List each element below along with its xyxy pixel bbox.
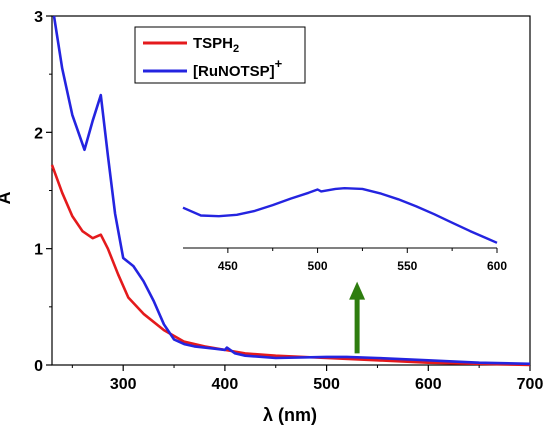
inset-x-tick-label-500: 500 — [308, 259, 328, 273]
series-line-tsph — [50, 164, 531, 367]
x-tick-label-400: 400 — [212, 376, 239, 393]
x-tick-label-300: 300 — [110, 376, 137, 393]
legend-label-tsph2: TSPH2 — [193, 35, 239, 55]
increase-arrow — [349, 281, 366, 354]
y-axis-title: A — [0, 192, 14, 205]
legend-sub-tsph2: 2 — [233, 43, 239, 55]
main-ticks: 300 400 500 600 700 0 1 2 3 — [34, 9, 543, 393]
inset-x-tick-label-600: 600 — [487, 259, 507, 273]
legend-name-tsph2: TSPH — [193, 35, 233, 52]
y-tick-label-3: 3 — [34, 9, 43, 26]
y-tick-label-0: 0 — [34, 358, 43, 375]
y-tick-label-1: 1 — [34, 242, 43, 259]
inset-series-line — [182, 186, 498, 244]
x-tick-label-600: 600 — [415, 376, 442, 393]
inset-x-tick-label-450: 450 — [218, 259, 238, 273]
x-tick-label-500: 500 — [313, 376, 340, 393]
legend-sup-runotsp: + — [275, 56, 283, 71]
x-axis-title: λ (nm) — [263, 405, 317, 425]
inset-plot: 450 500 550 600 — [182, 186, 507, 273]
y-tick-label-2: 2 — [34, 125, 43, 142]
legend: TSPH2 [RuNOTSP]+ — [134, 26, 306, 84]
x-tick-label-700: 700 — [517, 376, 544, 393]
series-line-runotsp — [52, 15, 531, 366]
arrow-head — [349, 281, 366, 300]
legend-name-runotsp: [RuNOTSP] — [193, 63, 275, 80]
main-series — [50, 15, 531, 367]
inset-x-tick-label-550: 550 — [397, 259, 417, 273]
legend-box — [134, 26, 306, 84]
legend-label-runotsp: [RuNOTSP]+ — [193, 56, 283, 80]
